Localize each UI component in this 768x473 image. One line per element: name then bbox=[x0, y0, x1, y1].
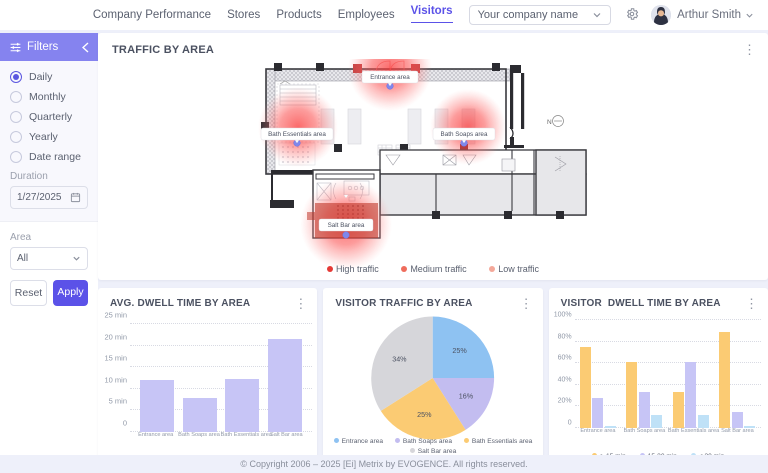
svg-text:25%: 25% bbox=[418, 411, 433, 419]
svg-text:Bath Soaps area: Bath Soaps area bbox=[441, 131, 488, 138]
svg-text:Salt Bar area: Salt Bar area bbox=[328, 222, 365, 229]
svg-text:34%: 34% bbox=[393, 355, 408, 363]
svg-text:16%: 16% bbox=[459, 392, 474, 400]
svg-text:N: N bbox=[547, 119, 552, 126]
svg-text:Entrance area: Entrance area bbox=[370, 74, 410, 81]
svg-text:Bath Essentials area: Bath Essentials area bbox=[268, 131, 326, 138]
svg-text:25%: 25% bbox=[453, 347, 468, 355]
